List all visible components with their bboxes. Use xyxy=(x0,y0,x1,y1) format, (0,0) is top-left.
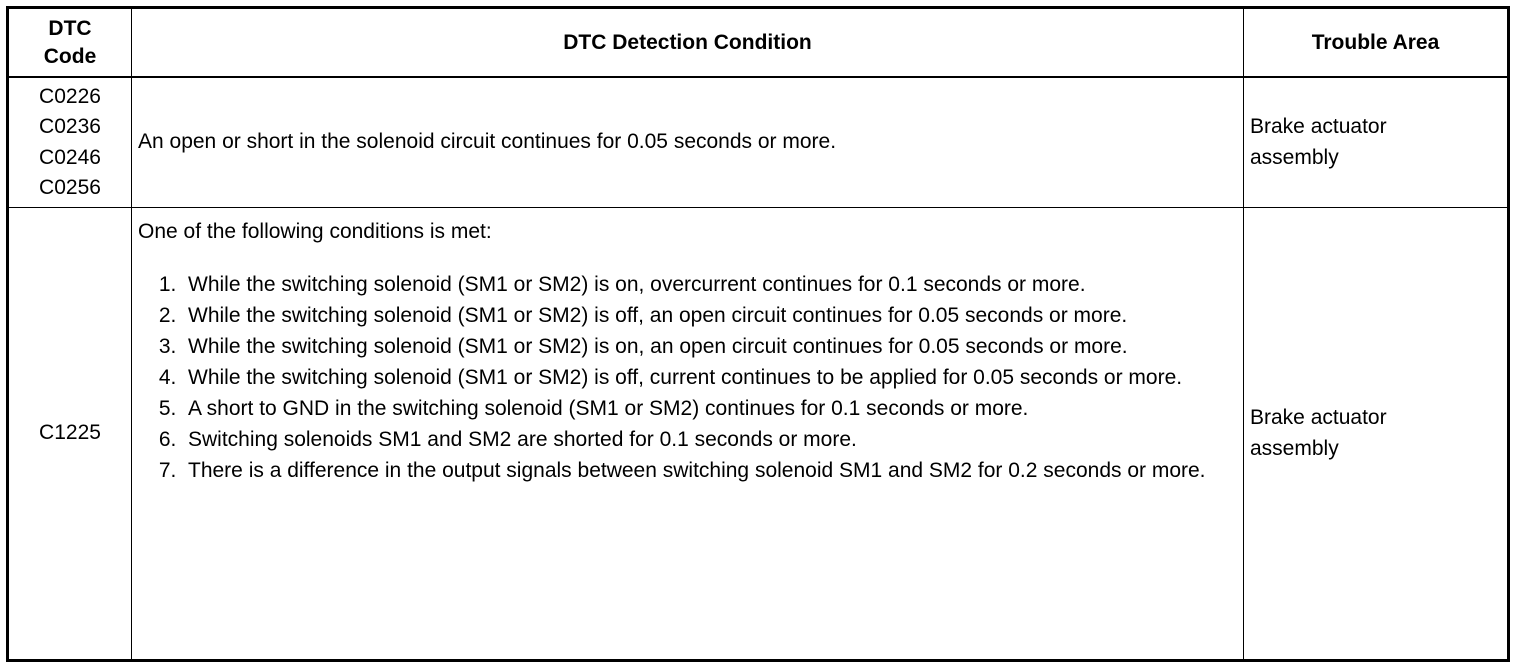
list-item-text: While the switching solenoid (SM1 or SM2… xyxy=(188,273,1086,296)
dtc-code-cell: C0226 C0236 C0246 C0256 xyxy=(7,76,132,208)
dtc-code: C0246 xyxy=(39,145,101,169)
dtc-code-cell: C1225 xyxy=(7,207,132,661)
list-item-text: While the switching solenoid (SM1 or SM2… xyxy=(188,366,1183,389)
trouble-area-line: assembly xyxy=(1250,436,1339,460)
list-item-text: While the switching solenoid (SM1 or SM2… xyxy=(188,335,1128,358)
list-item-text: There is a difference in the output sign… xyxy=(188,459,1206,482)
table-row: C0226 C0236 C0246 C0256 An open or short… xyxy=(7,76,1509,208)
dtc-code: C0256 xyxy=(39,176,101,199)
list-item: 1. While the switching solenoid (SM1 or … xyxy=(138,269,1239,300)
list-item-number: 2. xyxy=(158,304,177,327)
list-item: 3. While the switching solenoid (SM1 or … xyxy=(138,331,1239,362)
detection-condition-cell: An open or short in the solenoid circuit… xyxy=(131,76,1244,208)
list-item: 5. A short to GND in the switching solen… xyxy=(138,393,1239,424)
list-item: 2. While the switching solenoid (SM1 or … xyxy=(138,300,1239,331)
list-item: 4. While the switching solenoid (SM1 or … xyxy=(138,362,1239,393)
table-row: C1225 One of the following conditions is… xyxy=(7,207,1509,661)
dtc-code: C0226 xyxy=(39,84,101,108)
dtc-code: C0236 xyxy=(39,115,101,138)
list-item-text: While the switching solenoid (SM1 or SM2… xyxy=(188,304,1128,327)
header-row: DTC Code DTC Detection Condition Trouble… xyxy=(7,7,1509,78)
trouble-area-cell: Brake actuator assembly xyxy=(1243,76,1509,208)
list-item: 7. There is a difference in the output s… xyxy=(138,455,1239,486)
header-trouble-area: Trouble Area xyxy=(1243,7,1509,78)
dtc-code: C1225 xyxy=(39,421,101,445)
list-item-number: 7. xyxy=(158,459,177,482)
header-detection-condition: DTC Detection Condition xyxy=(131,7,1244,78)
list-item: 6. Switching solenoids SM1 and SM2 are s… xyxy=(138,424,1239,455)
dtc-table: DTC Code DTC Detection Condition Trouble… xyxy=(6,6,1510,662)
trouble-area-cell: Brake actuator assembly xyxy=(1243,207,1509,661)
list-item-text: A short to GND in the switching solenoid… xyxy=(188,397,1029,420)
list-item-number: 4. xyxy=(158,366,177,389)
list-item-number: 3. xyxy=(158,335,177,358)
detection-condition-cell: One of the following conditions is met: … xyxy=(131,207,1244,661)
list-item-number: 6. xyxy=(158,428,177,451)
list-item-number: 5. xyxy=(158,397,177,420)
header-dtc-code-line1: DTC xyxy=(48,16,92,40)
condition-intro: One of the following conditions is met: xyxy=(138,220,492,243)
trouble-area-line: Brake actuator xyxy=(1250,115,1387,138)
trouble-area-line: assembly xyxy=(1250,145,1339,169)
trouble-area-line: Brake actuator xyxy=(1250,406,1387,429)
list-item-text: Switching solenoids SM1 and SM2 are shor… xyxy=(188,428,857,451)
list-item-number: 1. xyxy=(158,273,177,296)
condition-list: 1. While the switching solenoid (SM1 or … xyxy=(138,269,1239,486)
header-dtc-code-line2: Code xyxy=(43,44,97,68)
header-dtc-code: DTC Code xyxy=(7,7,132,78)
